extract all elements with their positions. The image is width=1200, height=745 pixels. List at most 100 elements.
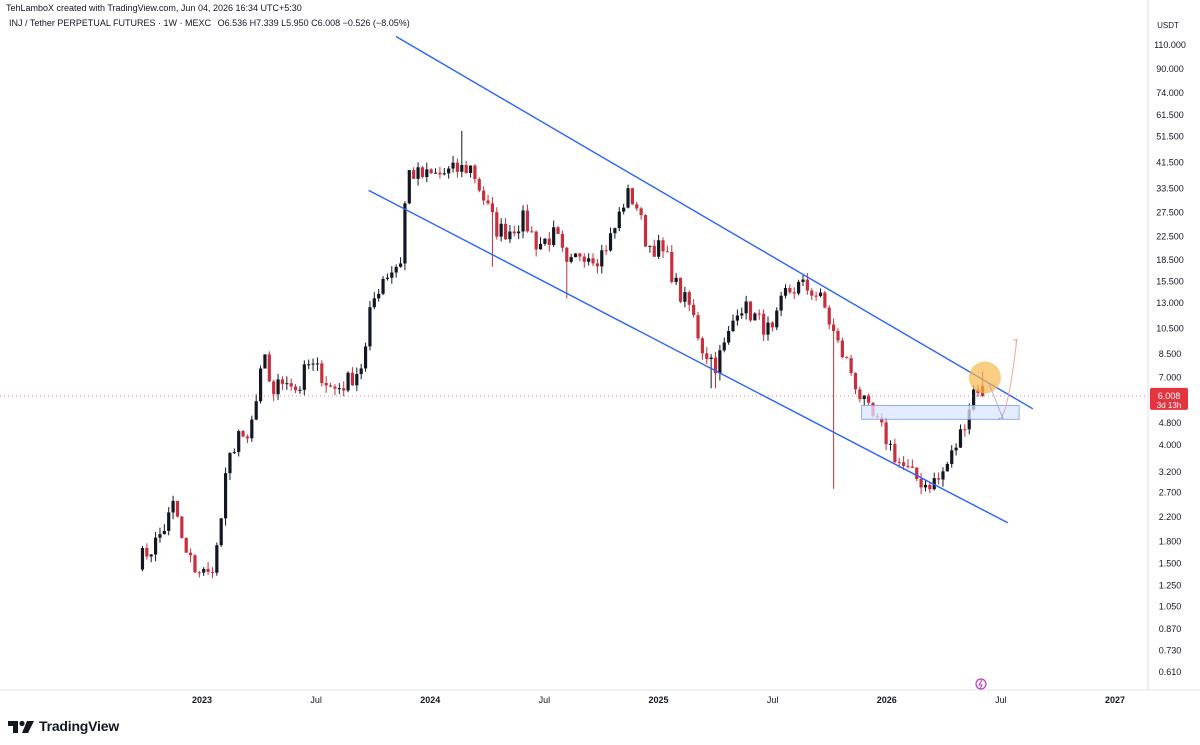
tradingview-logo[interactable]: TradingView xyxy=(8,718,119,734)
candle-body[interactable] xyxy=(451,162,455,169)
candle-body[interactable] xyxy=(149,554,153,557)
candle-body[interactable] xyxy=(569,257,573,262)
candle-body[interactable] xyxy=(573,253,578,258)
candle-body[interactable] xyxy=(315,363,320,365)
candle-body[interactable] xyxy=(272,381,276,395)
candle-body[interactable] xyxy=(648,245,652,247)
candle-body[interactable] xyxy=(372,298,376,308)
candle-body[interactable] xyxy=(608,233,613,251)
candle-body[interactable] xyxy=(657,240,661,257)
candle-body[interactable] xyxy=(928,484,932,490)
candle-body[interactable] xyxy=(254,401,258,420)
candle-body[interactable] xyxy=(578,253,582,257)
candle-body[interactable] xyxy=(727,331,731,343)
candle-body[interactable] xyxy=(460,164,464,172)
candle-body[interactable] xyxy=(193,555,197,573)
candle-body[interactable] xyxy=(512,231,516,234)
candle-body[interactable] xyxy=(473,165,477,180)
candle-body[interactable] xyxy=(775,310,779,328)
candle-body[interactable] xyxy=(630,188,634,205)
candle-body[interactable] xyxy=(468,165,473,173)
candle-body[interactable] xyxy=(538,243,543,250)
candle-body[interactable] xyxy=(713,357,718,374)
candle-body[interactable] xyxy=(552,227,556,246)
candle-body[interactable] xyxy=(595,263,600,267)
candle-body[interactable] xyxy=(718,350,722,374)
candle-body[interactable] xyxy=(867,395,871,403)
candle-body[interactable] xyxy=(788,288,792,293)
candle-body[interactable] xyxy=(202,568,206,573)
candle-body[interactable] xyxy=(950,450,954,464)
candle-body[interactable] xyxy=(486,200,490,204)
candle-body[interactable] xyxy=(184,537,188,553)
candle-body[interactable] xyxy=(748,301,753,321)
candle-body[interactable] xyxy=(210,571,215,573)
candle-body[interactable] xyxy=(228,453,232,474)
candle-body[interactable] xyxy=(700,338,704,354)
candle-body[interactable] xyxy=(818,292,823,297)
candle-body[interactable] xyxy=(923,484,928,488)
candle-body[interactable] xyxy=(683,292,687,302)
candle-body[interactable] xyxy=(674,277,678,282)
candle-body[interactable] xyxy=(836,331,840,341)
candle-body[interactable] xyxy=(626,188,630,208)
candle-body[interactable] xyxy=(770,322,774,328)
candle-body[interactable] xyxy=(534,231,538,250)
candle-body[interactable] xyxy=(783,288,788,296)
price-tag[interactable] xyxy=(1150,387,1188,410)
candle-body[interactable] xyxy=(827,307,831,325)
candle-body[interactable] xyxy=(337,388,341,390)
candle-body[interactable] xyxy=(910,466,914,468)
candle-body[interactable] xyxy=(517,231,521,234)
candle-body[interactable] xyxy=(412,170,416,179)
candle-body[interactable] xyxy=(495,212,499,237)
candle-body[interactable] xyxy=(447,168,451,174)
candle-body[interactable] xyxy=(652,245,656,257)
candle-body[interactable] xyxy=(779,295,783,311)
candle-body[interactable] xyxy=(845,357,849,359)
candle-body[interactable] xyxy=(560,233,565,248)
candle-body[interactable] xyxy=(880,417,884,423)
candle-body[interactable] xyxy=(604,250,608,252)
candle-body[interactable] xyxy=(307,364,311,366)
candle-body[interactable] xyxy=(188,552,193,556)
candle-body[interactable] xyxy=(311,363,315,365)
candle-body[interactable] xyxy=(206,568,210,572)
candle-body[interactable] xyxy=(464,164,468,173)
candle-body[interactable] xyxy=(963,429,967,431)
candle-body[interactable] xyxy=(902,462,906,466)
candle-body[interactable] xyxy=(600,250,604,267)
candle-body[interactable] xyxy=(324,382,328,386)
candle-body[interactable] xyxy=(792,292,796,294)
candle-body[interactable] xyxy=(232,452,236,454)
candle-body[interactable] xyxy=(293,386,298,391)
candle-body[interactable] xyxy=(670,251,674,282)
candle-body[interactable] xyxy=(302,364,306,390)
candle-body[interactable] xyxy=(407,170,411,204)
candle-body[interactable] xyxy=(438,172,442,175)
candle-body[interactable] xyxy=(643,215,648,247)
candle-body[interactable] xyxy=(591,258,595,264)
candle-body[interactable] xyxy=(525,210,530,232)
candle-body[interactable] xyxy=(849,358,853,374)
candle-body[interactable] xyxy=(919,478,923,488)
candle-body[interactable] xyxy=(556,227,560,234)
candle-body[interactable] xyxy=(766,322,770,335)
candle-body[interactable] xyxy=(932,478,936,490)
candle-body[interactable] xyxy=(945,463,949,472)
candle-body[interactable] xyxy=(862,395,866,400)
candle-body[interactable] xyxy=(285,383,289,385)
candle-body[interactable] xyxy=(215,545,219,573)
candle-body[interactable] xyxy=(565,247,569,262)
candle-body[interactable] xyxy=(477,179,481,191)
candle-body[interactable] xyxy=(425,169,429,178)
candle-body[interactable] xyxy=(665,251,669,253)
candle-body[interactable] xyxy=(810,290,814,296)
candle-body[interactable] xyxy=(167,512,171,531)
candle-body[interactable] xyxy=(757,313,761,315)
candle-body[interactable] xyxy=(797,281,801,294)
candle-body[interactable] xyxy=(333,386,337,389)
candle-body[interactable] xyxy=(355,374,359,386)
candle-body[interactable] xyxy=(941,471,945,480)
